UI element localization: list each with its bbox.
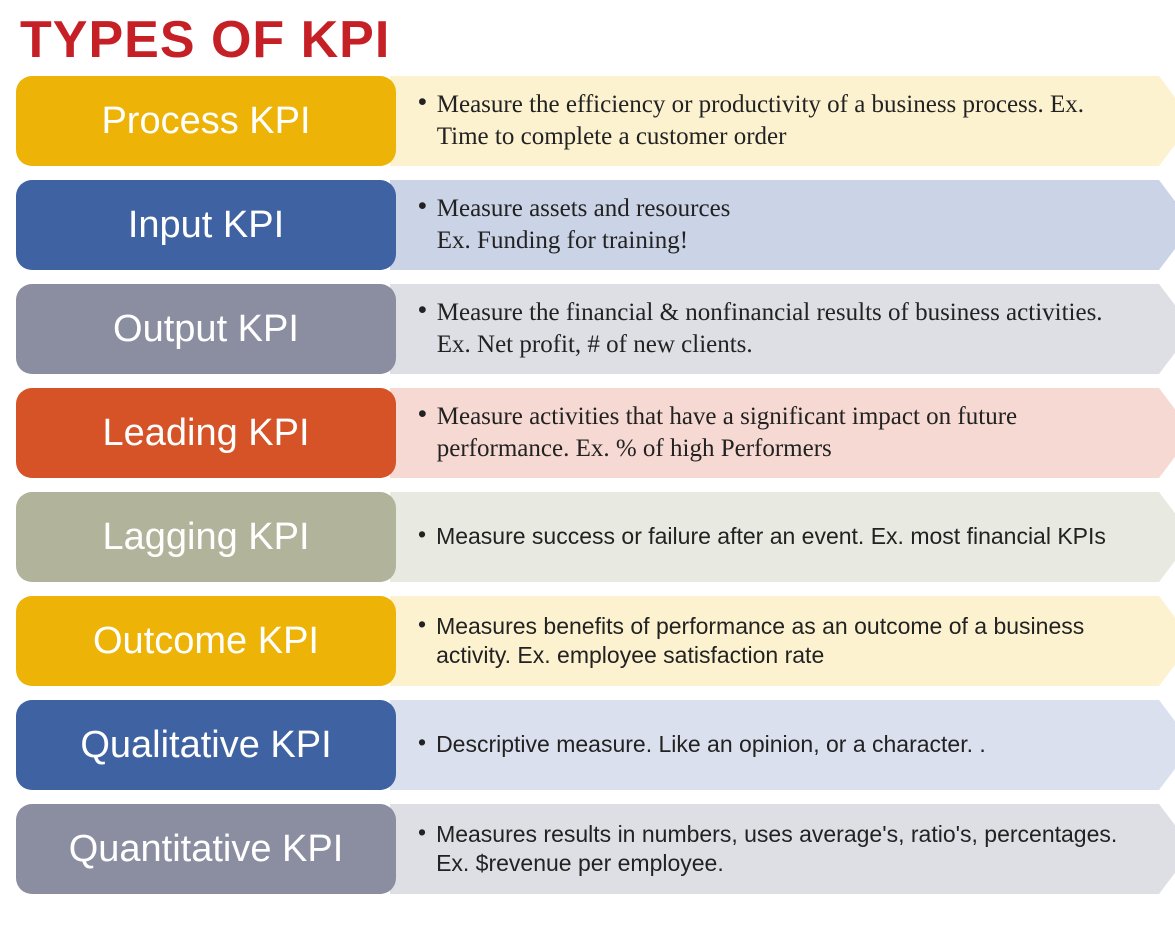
kpi-label: Quantitative KPI [16, 804, 396, 894]
kpi-label: Input KPI [16, 180, 396, 270]
kpi-description-bullet: Measure activities that have a significa… [418, 401, 1119, 465]
kpi-description-text: Measure assets and resourcesEx. Funding … [437, 193, 731, 257]
kpi-row: Lagging KPI Measure success or failure af… [16, 492, 1159, 582]
kpi-description-arrow: Measure success or failure after an even… [390, 492, 1159, 582]
kpi-description-text: Measure the efficiency or productivity o… [437, 89, 1119, 153]
kpi-description-arrow: Measures results in numbers, uses averag… [390, 804, 1159, 894]
kpi-description-arrow: Measure activities that have a significa… [390, 388, 1159, 478]
kpi-description-text: Measure the financial & nonfinancial res… [437, 297, 1119, 361]
kpi-description-arrow: Measure assets and resourcesEx. Funding … [390, 180, 1159, 270]
kpi-row: Outcome KPI Measures benefits of performa… [16, 596, 1159, 686]
kpi-description-bullet: Descriptive measure. Like an opinion, or… [418, 730, 986, 759]
kpi-description-text: Measures benefits of performance as an o… [436, 612, 1119, 671]
kpi-description-bullet: Measure success or failure after an even… [418, 522, 1106, 551]
kpi-label: Outcome KPI [16, 596, 396, 686]
kpi-description-bullet: Measures benefits of performance as an o… [418, 612, 1119, 671]
kpi-description-text: Measure success or failure after an even… [436, 522, 1106, 551]
kpi-label: Output KPI [16, 284, 396, 374]
kpi-description-bullet: Measure the financial & nonfinancial res… [418, 297, 1119, 361]
kpi-description-bullet: Measures results in numbers, uses averag… [418, 820, 1119, 879]
kpi-description-text: Measures results in numbers, uses averag… [436, 820, 1119, 879]
kpi-label: Qualitative KPI [16, 700, 396, 790]
kpi-description-text: Measure activities that have a significa… [437, 401, 1119, 465]
kpi-description-bullet: Measure the efficiency or productivity o… [418, 89, 1119, 153]
kpi-row: Process KPI Measure the efficiency or pro… [16, 76, 1159, 166]
kpi-description-arrow: Measure the efficiency or productivity o… [390, 76, 1159, 166]
page-title: TYPES OF KPI [20, 10, 1159, 70]
kpi-description-arrow: Measure the financial & nonfinancial res… [390, 284, 1159, 374]
kpi-label: Leading KPI [16, 388, 396, 478]
kpi-description-bullet: Measure assets and resourcesEx. Funding … [418, 193, 730, 257]
kpi-row: Qualitative KPI Descriptive measure. Like… [16, 700, 1159, 790]
kpi-description-arrow: Measures benefits of performance as an o… [390, 596, 1159, 686]
kpi-label: Process KPI [16, 76, 396, 166]
kpi-label: Lagging KPI [16, 492, 396, 582]
kpi-row: Output KPI Measure the financial & nonfin… [16, 284, 1159, 374]
kpi-description-text: Descriptive measure. Like an opinion, or… [436, 730, 986, 759]
kpi-rows-container: Process KPI Measure the efficiency or pro… [16, 76, 1159, 894]
kpi-row: Quantitative KPI Measures results in numb… [16, 804, 1159, 894]
kpi-description-arrow: Descriptive measure. Like an opinion, or… [390, 700, 1159, 790]
kpi-row: Leading KPI Measure activities that have … [16, 388, 1159, 478]
kpi-row: Input KPI Measure assets and resourcesEx.… [16, 180, 1159, 270]
